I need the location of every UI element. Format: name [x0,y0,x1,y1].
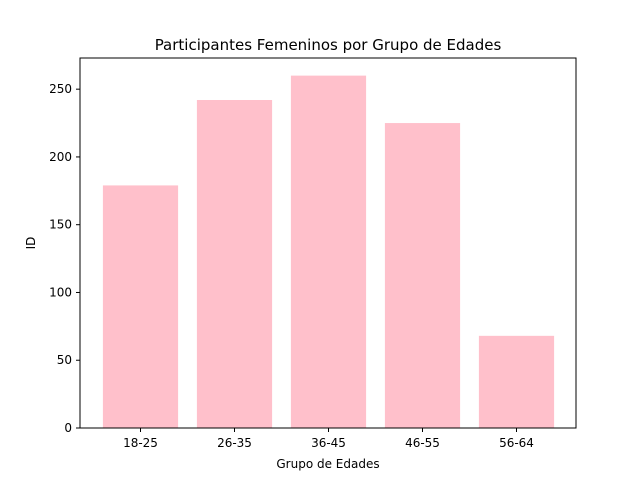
x-tick-label: 18-25 [123,436,158,450]
x-tick-label: 46-55 [405,436,440,450]
y-tick-label: 150 [49,218,72,232]
x-tick-label: 26-35 [217,436,252,450]
bar-36-45 [290,75,367,429]
bars-group [102,75,555,429]
x-axis: 18-25 26-35 36-45 46-55 56-64 [123,428,534,450]
bar-46-55 [384,123,461,429]
y-axis: 0 50 100 150 200 250 [49,82,80,435]
y-tick-label: 0 [64,421,72,435]
y-axis-label: ID [24,237,38,250]
bar-26-35 [196,100,273,428]
x-axis-label: Grupo de Edades [276,457,379,471]
x-tick-label: 56-64 [499,436,534,450]
chart-title: Participantes Femeninos por Grupo de Eda… [155,36,502,54]
x-tick-label: 36-45 [311,436,346,450]
bar-56-64 [478,335,555,428]
bar-18-25 [102,185,179,428]
y-tick-label: 50 [57,353,72,367]
y-tick-label: 100 [49,285,72,299]
y-tick-label: 250 [49,82,72,96]
y-tick-label: 200 [49,150,72,164]
